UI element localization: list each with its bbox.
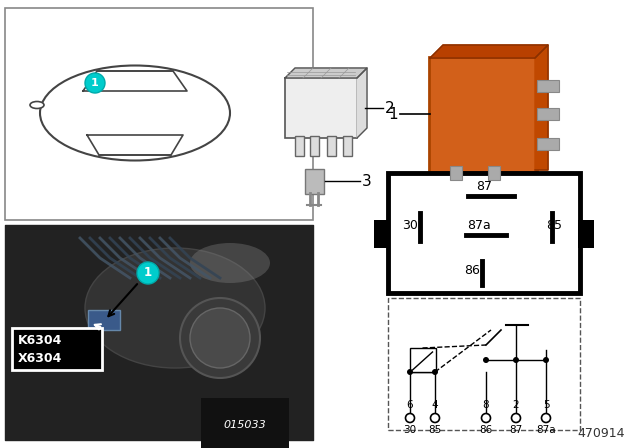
Ellipse shape (85, 248, 265, 368)
Text: 2: 2 (385, 100, 395, 116)
Circle shape (513, 357, 519, 363)
Text: 3: 3 (362, 173, 372, 189)
Ellipse shape (30, 102, 44, 108)
Ellipse shape (190, 308, 250, 368)
Text: 30: 30 (403, 425, 417, 435)
Bar (5, 8, 313, 220)
Text: 4: 4 (432, 400, 438, 410)
Bar (374, 220, 390, 248)
Text: 85: 85 (428, 425, 442, 435)
Bar (488, 166, 500, 180)
Circle shape (407, 369, 413, 375)
Text: 30: 30 (402, 219, 418, 232)
Bar (327, 136, 336, 156)
Bar (388, 298, 580, 430)
Bar (537, 80, 559, 92)
Text: 86: 86 (464, 264, 480, 277)
Bar (295, 136, 304, 156)
Text: 87: 87 (509, 425, 523, 435)
Text: 2: 2 (513, 400, 519, 410)
Text: 015033: 015033 (223, 420, 266, 430)
Circle shape (432, 369, 438, 375)
Text: 8: 8 (483, 400, 490, 410)
Bar (5, 225, 313, 440)
Bar (310, 136, 319, 156)
Text: K6304: K6304 (18, 333, 62, 346)
Text: 5: 5 (543, 400, 549, 410)
Bar (537, 138, 559, 150)
Text: 86: 86 (479, 425, 493, 435)
FancyBboxPatch shape (305, 168, 323, 194)
Text: 470914: 470914 (577, 427, 625, 440)
Circle shape (431, 414, 440, 422)
Text: 85: 85 (546, 219, 562, 232)
Polygon shape (535, 45, 548, 170)
Bar (578, 220, 594, 248)
Circle shape (85, 73, 105, 93)
Text: X6304: X6304 (18, 352, 62, 365)
Text: 87a: 87a (467, 219, 491, 232)
Circle shape (481, 414, 490, 422)
Polygon shape (357, 68, 367, 138)
Ellipse shape (40, 65, 230, 160)
Circle shape (543, 357, 549, 363)
Text: 87a: 87a (536, 425, 556, 435)
Ellipse shape (180, 298, 260, 378)
Polygon shape (285, 68, 367, 78)
Bar (12, 328, 102, 370)
Text: 87: 87 (476, 180, 492, 193)
Circle shape (137, 262, 159, 284)
Text: 6: 6 (406, 400, 413, 410)
Circle shape (511, 414, 520, 422)
Polygon shape (430, 45, 548, 58)
Bar (285, 78, 357, 138)
FancyBboxPatch shape (429, 56, 536, 172)
Bar (537, 108, 559, 120)
Text: 1: 1 (388, 107, 398, 121)
Bar (450, 166, 462, 180)
Circle shape (483, 357, 489, 363)
Text: 1: 1 (91, 78, 99, 88)
Text: 1: 1 (144, 267, 152, 280)
Bar (410, 348, 435, 372)
Ellipse shape (190, 243, 270, 283)
Circle shape (541, 414, 550, 422)
Bar (88, 310, 120, 330)
Bar (388, 173, 580, 293)
Bar (343, 136, 352, 156)
Circle shape (406, 414, 415, 422)
